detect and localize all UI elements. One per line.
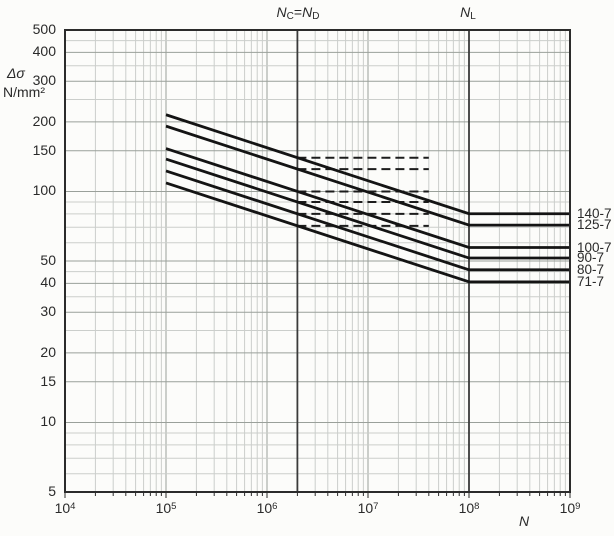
fatigue-curve-125-7 bbox=[165, 124, 570, 227]
curve-label-100-7: 100-7 bbox=[577, 239, 612, 255]
fatigue-curve-100-7 bbox=[165, 147, 570, 249]
y-axis-tick-label-10: 10 bbox=[40, 413, 56, 430]
y-axis-title-delta-sigma: Δσ bbox=[7, 65, 25, 81]
y-axis-tick-label-150: 150 bbox=[32, 141, 56, 158]
tick-base: 10 bbox=[559, 500, 576, 516]
x-axis-tick-label-10e5: 105 bbox=[143, 501, 189, 516]
tick-base: 10 bbox=[357, 500, 374, 516]
curve-label-140-7: 140-7 bbox=[577, 205, 612, 221]
tick-exponent: 4 bbox=[70, 501, 76, 512]
y-axis-tick-label-40: 40 bbox=[40, 274, 56, 291]
x-axis-tick-label-10e4: 104 bbox=[42, 501, 88, 516]
y-axis-tick-label-30: 30 bbox=[40, 303, 56, 320]
fatigue-curve-140-7 bbox=[165, 113, 570, 216]
y-axis-tick-label-300: 300 bbox=[32, 72, 56, 89]
plot-border bbox=[64, 29, 571, 493]
y-axis-tick-label-500: 500 bbox=[32, 21, 56, 37]
y-axis-tick-label-100: 100 bbox=[32, 182, 56, 199]
tick-exponent: 7 bbox=[373, 501, 379, 512]
y-axis-tick-label-5: 5 bbox=[48, 483, 56, 499]
curve-label-125-7: 125-7 bbox=[577, 217, 612, 233]
y-axis-tick-label-15: 15 bbox=[40, 372, 56, 389]
tick-exponent: 8 bbox=[474, 501, 480, 512]
y-axis-title-units: N/mm² bbox=[3, 84, 45, 100]
fatigue-curve-80-7 bbox=[165, 169, 570, 272]
nc-sub: C bbox=[286, 11, 294, 22]
curve-label-80-7: 80-7 bbox=[577, 261, 605, 277]
reference-label-nl: NL bbox=[450, 4, 486, 22]
x-axis-tick-label-10e6: 106 bbox=[244, 501, 290, 516]
tick-base: 10 bbox=[458, 500, 475, 516]
x-axis-tick-label-10e9: 109 bbox=[547, 501, 593, 516]
tick-exponent: 6 bbox=[272, 501, 278, 512]
nd-var: N bbox=[302, 4, 313, 20]
y-axis-tick-label-200: 200 bbox=[32, 112, 56, 129]
nd-sub: D bbox=[312, 11, 320, 22]
fatigue-curve-90-7 bbox=[165, 157, 570, 260]
y-axis-tick-label-50: 50 bbox=[40, 252, 56, 268]
x-axis-title-n: N bbox=[518, 513, 530, 529]
x-axis-tick-label-10e7: 107 bbox=[345, 501, 391, 516]
y-axis-tick-label-20: 20 bbox=[40, 343, 56, 360]
x-axis-tick-label-10e8: 108 bbox=[446, 501, 492, 516]
nl-var: N bbox=[460, 4, 471, 20]
curve-label-71-7: 71-7 bbox=[577, 273, 605, 289]
equals-sign: = bbox=[293, 4, 303, 20]
tick-base: 10 bbox=[155, 500, 172, 516]
tick-base: 10 bbox=[54, 500, 71, 516]
curve-label-90-7: 90-7 bbox=[577, 250, 605, 266]
tick-exponent: 5 bbox=[171, 501, 177, 512]
tick-base: 10 bbox=[256, 500, 273, 516]
y-axis-tick-label-400: 400 bbox=[32, 43, 56, 60]
nl-sub: L bbox=[470, 11, 476, 22]
nc-var: N bbox=[276, 4, 287, 20]
reference-label-nc-nd: NC=ND bbox=[252, 4, 344, 22]
tick-exponent: 9 bbox=[575, 501, 581, 512]
fatigue-curve-71-7 bbox=[165, 181, 570, 284]
